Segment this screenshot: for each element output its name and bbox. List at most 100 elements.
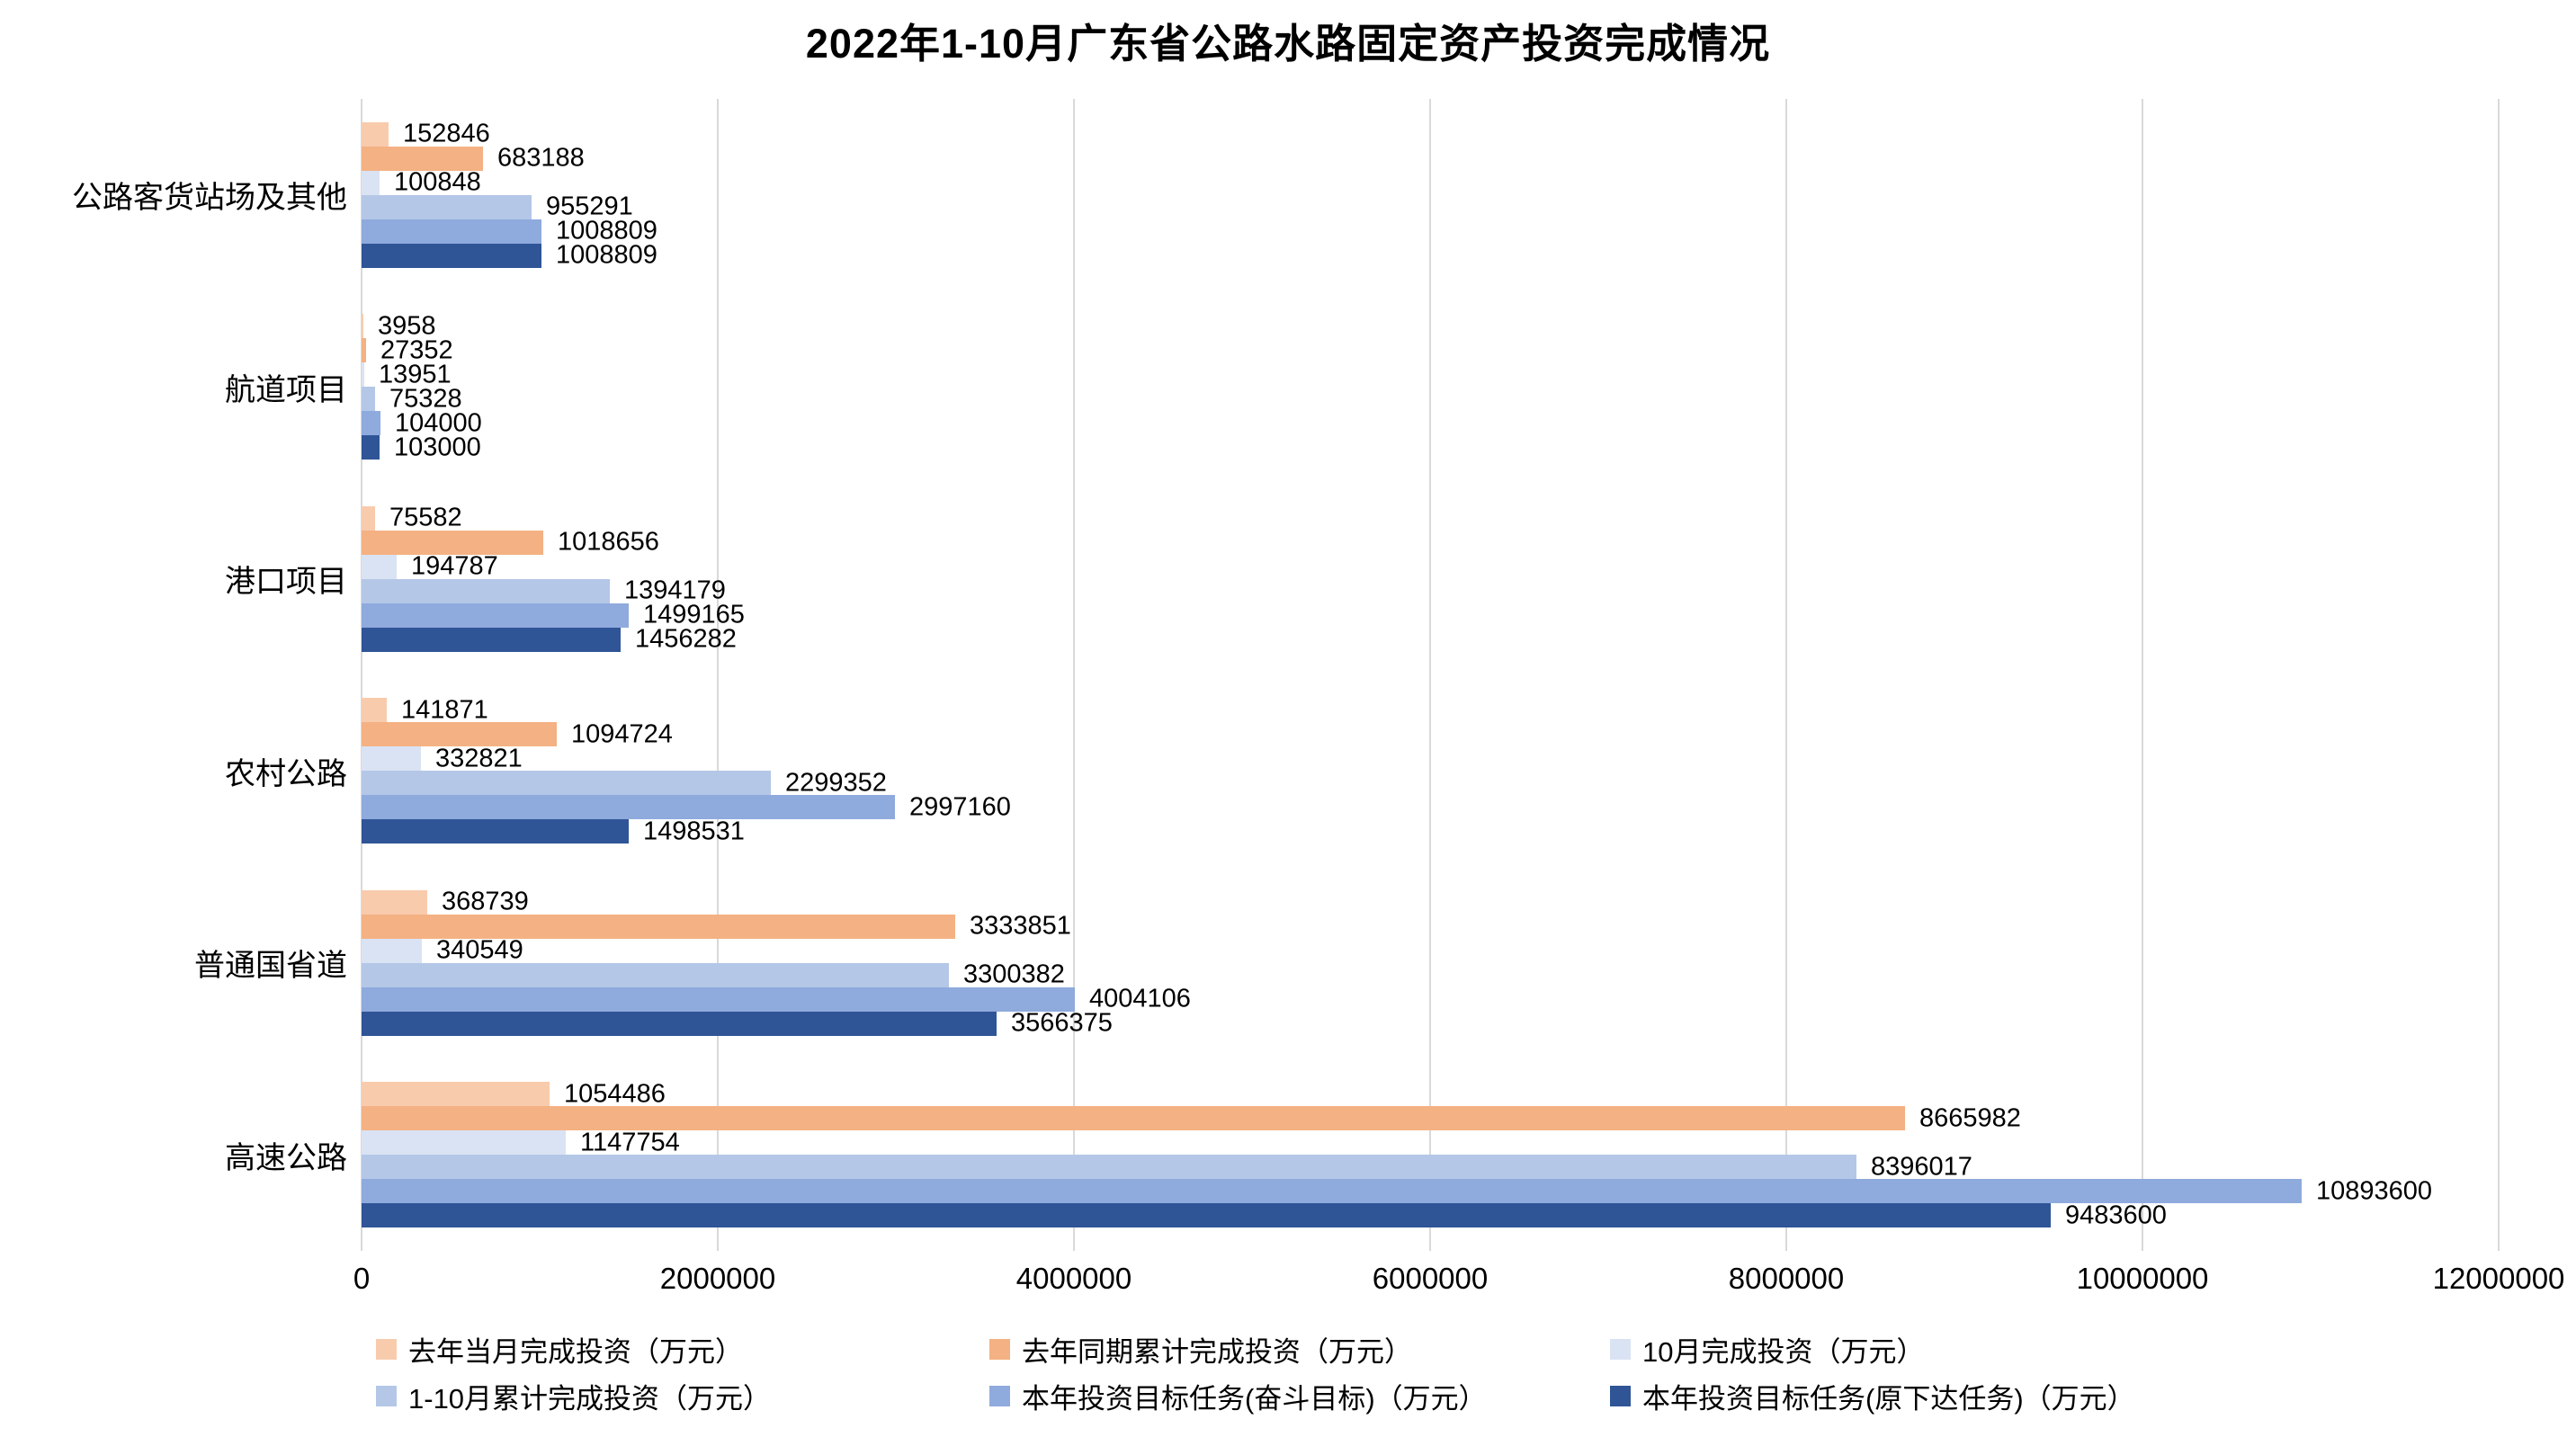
bar-6 [362,819,629,844]
bar-3 [362,1130,566,1156]
bar-value-label: 1498531 [643,817,745,846]
category-label: 公路客货站场及其他 [72,181,347,216]
bar-value-label: 27352 [380,335,453,365]
bar-value-label: 8396017 [1871,1152,1972,1182]
bar-4 [362,771,771,796]
bar-2 [362,146,483,171]
legend-item: 10月完成投资（万元） [1610,1333,1924,1368]
bar-value-label: 10893600 [2316,1176,2433,1206]
legend-swatch [1610,1385,1631,1406]
legend-item: 1-10月累计完成投资（万元） [376,1379,771,1415]
bar-value-label: 1018656 [558,527,659,557]
bar-1 [362,698,387,723]
plot-area: 152846 683188 100848 955291 1008809 1008809 39… [361,99,2500,1251]
bar-value-label: 103000 [394,433,481,462]
bar-value-label: 104000 [395,408,482,438]
bar-value-label: 3300382 [963,960,1065,989]
bar-value-label: 194787 [411,551,498,581]
bar-value-label: 9483600 [2065,1201,2167,1230]
bar-3 [362,938,422,963]
bar-3 [362,170,380,195]
bar-3 [362,362,364,388]
bar-6 [362,1203,2051,1228]
legend-label: 本年投资目标任务(原下达任务)（万元） [1642,1382,2135,1415]
legend-label: 去年当月完成投资（万元） [408,1335,743,1368]
x-axis-tick-label: 6000000 [1372,1262,1489,1295]
legend-swatch [989,1338,1010,1360]
bar-6 [362,1011,997,1036]
bar-value-label: 340549 [436,935,523,965]
bar-1 [362,505,375,531]
chart-title: 2022年1-10月广东省公路水路固定资产投资完成情况 [805,21,1771,67]
x-axis-tick-label: 8000000 [1728,1262,1845,1295]
legend-item: 本年投资目标任务(原下达任务)（万元） [1610,1379,2135,1415]
category-label: 港口项目 [225,565,347,600]
gridline [1785,99,1787,1251]
x-axis-tick-label: 10000000 [2076,1262,2209,1295]
x-axis-tick-label: 12000000 [2432,1262,2565,1295]
bar-2 [362,722,557,747]
bar-5 [362,986,1075,1012]
bar-1 [362,314,363,339]
category-label: 航道项目 [225,372,347,407]
legend-item: 去年当月完成投资（万元） [376,1333,743,1368]
bar-6 [362,435,380,460]
bar-value-label: 13951 [379,360,452,389]
bar-value-label: 683188 [497,143,585,173]
bar-value-label: 141871 [401,695,488,725]
bar-value-label: 955291 [546,192,633,221]
bar-value-label: 1094724 [571,719,673,749]
bar-value-label: 1394179 [624,576,726,605]
bar-value-label: 1147754 [580,1128,680,1157]
category-label: 普通国省道 [194,949,347,984]
bar-4 [362,578,610,603]
bar-6 [362,627,621,652]
gridline [2142,99,2143,1251]
bar-value-label: 3958 [378,311,436,341]
gridline [1073,99,1075,1251]
bar-value-label: 1008809 [556,216,657,245]
bar-1 [362,1082,550,1107]
gridline [1429,99,1431,1251]
bar-value-label: 4004106 [1089,984,1191,1013]
bar-value-label: 3333851 [970,911,1071,941]
bar-5 [362,602,629,628]
legend-label: 本年投资目标任务(奋斗目标)（万元） [1022,1382,1487,1415]
bar-4 [362,962,949,987]
bar-value-label: 75582 [389,503,462,532]
legend-item: 去年同期累计完成投资（万元） [989,1333,1412,1368]
bar-3 [362,554,397,579]
bar-1 [362,121,389,147]
bar-value-label: 100848 [394,167,481,197]
bar-value-label: 332821 [435,744,523,773]
legend-swatch [989,1385,1010,1406]
legend-label: 10月完成投资（万元） [1642,1335,1925,1368]
legend-label: 去年同期累计完成投资（万元） [1022,1335,1412,1368]
legend-swatch [1610,1338,1631,1360]
bar-value-label: 1456282 [635,624,737,654]
bar-value-label: 2299352 [785,768,887,798]
legend-label: 1-10月累计完成投资（万元） [408,1382,772,1415]
bar-value-label: 368739 [442,887,529,916]
bar-value-label: 1054486 [564,1079,666,1109]
bar-value-label: 2997160 [909,792,1011,822]
bar-4 [362,387,375,412]
bar-value-label: 1008809 [556,240,657,270]
bar-value-label: 3566375 [1011,1008,1113,1038]
legend-item: 本年投资目标任务(奋斗目标)（万元） [989,1379,1487,1415]
bar-5 [362,1179,2302,1204]
legend-swatch [376,1385,397,1406]
bar-value-label: 8665982 [1919,1103,2021,1133]
x-axis-tick-label: 0 [353,1262,371,1295]
bar-value-label: 1499165 [643,600,745,629]
bar-1 [362,889,427,915]
bar-4 [362,1155,1856,1180]
gridline [717,99,719,1251]
category-label: 农村公路 [225,756,347,791]
bar-6 [362,243,541,268]
bar-value-label: 152846 [403,119,490,148]
bar-value-label: 75328 [389,384,462,414]
x-axis-tick-label: 2000000 [659,1262,776,1295]
category-label: 高速公路 [225,1140,347,1175]
